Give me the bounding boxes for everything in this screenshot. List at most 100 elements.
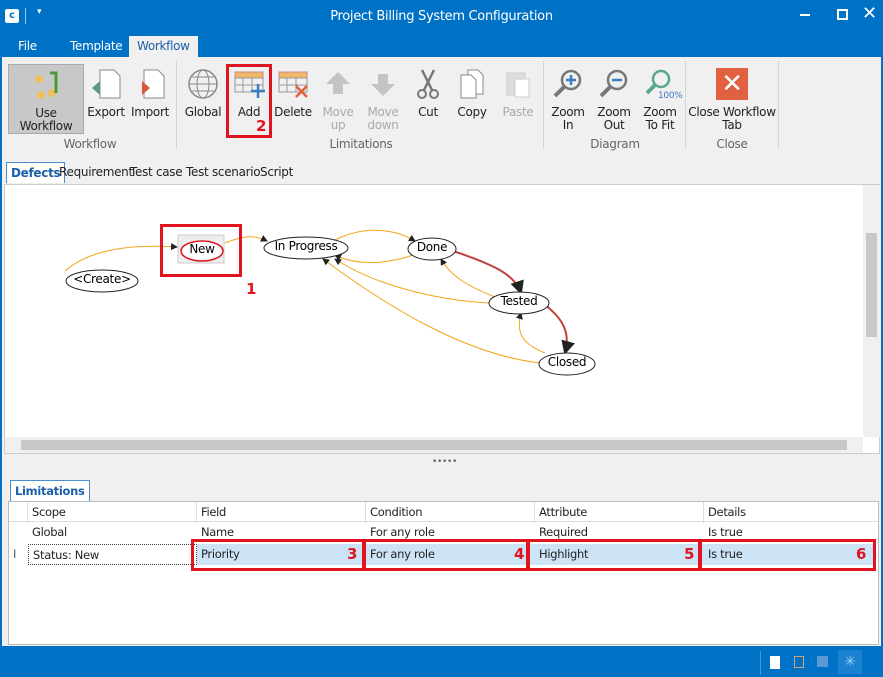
zoom-in-icon (552, 68, 584, 100)
zoom-out-label: Zoom Out (597, 105, 631, 132)
group-label-diagram: Diagram (590, 137, 640, 151)
global-button[interactable]: Global (182, 60, 224, 119)
group-label-limitations: Limitations (329, 137, 393, 151)
node-done[interactable]: Done (416, 240, 448, 254)
menu-tab-file[interactable]: File (18, 39, 37, 53)
annotation-box-2 (226, 64, 272, 138)
node-tested[interactable]: Tested (500, 294, 538, 308)
annotation-box-6 (699, 539, 876, 571)
tab-test-scenario[interactable]: Test scenario (186, 165, 261, 179)
column-header-field[interactable]: Field (197, 502, 366, 523)
add-button[interactable]: Add (228, 60, 270, 119)
cell-condition[interactable]: For any role (370, 525, 435, 539)
column-header-condition[interactable]: Condition (366, 502, 535, 523)
cell-attribute[interactable]: Required (539, 525, 588, 539)
column-header-details[interactable]: Details (708, 505, 746, 519)
move-down-label: Move down (367, 105, 399, 132)
horizontal-scrollbar[interactable] (5, 437, 863, 453)
tab-test-case[interactable]: Test case (130, 165, 183, 179)
move-up-button[interactable]: Move up (318, 60, 358, 132)
zoom-in-button[interactable]: Zoom In (546, 60, 590, 132)
annotation-box-1 (160, 224, 242, 277)
workflow-icon (30, 69, 62, 101)
edge-tested-closed (544, 304, 575, 355)
zoom-fit-icon: 100% (644, 68, 683, 101)
edge-done-tested (452, 250, 524, 295)
paste-label: Paste (502, 105, 534, 119)
window-title: Project Billing System Configuration (330, 9, 553, 24)
column-header-attribute[interactable]: Attribute (535, 502, 704, 523)
edge-closed-inprogress (322, 258, 542, 364)
splitter-handle[interactable]: ••••• (432, 457, 458, 467)
close-workflow-tab-button[interactable]: ✕ Close Workflow Tab (688, 60, 776, 132)
cell-condition[interactable]: For any role (366, 544, 535, 565)
annotation-1: 1 (246, 280, 257, 298)
workflow-diagram[interactable]: <Create> New In Progress Done Tested Clo… (4, 184, 880, 454)
copy-label: Copy (457, 105, 487, 119)
record-status-icon[interactable] (794, 656, 804, 668)
cursor-status-icon[interactable] (770, 656, 780, 669)
maximize-button[interactable] (837, 9, 848, 20)
node-closed[interactable]: Closed (547, 355, 587, 369)
vertical-scrollbar[interactable] (863, 185, 880, 437)
cell-field[interactable]: Priority (197, 544, 366, 565)
app-logo-icon: c (5, 9, 19, 23)
tab-script[interactable]: Script (260, 165, 294, 179)
edge-tested-done (440, 258, 496, 298)
use-workflow-button[interactable]: Use Workflow (8, 64, 84, 134)
zoom-in-label: Zoom In (551, 105, 585, 132)
zoom-out-button[interactable]: Zoom Out (594, 60, 634, 132)
cut-button[interactable]: Cut (408, 60, 448, 119)
global-label: Global (184, 105, 222, 119)
table-row[interactable]: Global Name For any role Required Is tru… (9, 522, 876, 543)
zoom-out-icon (598, 68, 630, 100)
workflow-edges (64, 229, 596, 376)
node-create[interactable]: <Create> (73, 272, 131, 286)
import-icon (134, 68, 166, 100)
node-in-progress[interactable]: In Progress (274, 239, 338, 253)
cell-scope[interactable]: Status: New (28, 544, 197, 565)
cell-scope[interactable]: Global (32, 525, 67, 539)
zoom-to-fit-label: Zoom To Fit (643, 105, 677, 132)
limitations-grid: Scope Field Condition Attribute Details … (8, 501, 879, 645)
cell-details[interactable]: Is true (708, 525, 743, 539)
paste-button[interactable]: Paste (498, 60, 538, 119)
column-header-scope[interactable]: Scope (28, 502, 197, 523)
cut-label: Cut (418, 105, 438, 119)
edge-tested-inprogress (334, 258, 490, 304)
grid-header: Scope Field Condition Attribute Details (9, 502, 878, 523)
tab-requirement[interactable]: Requirement (59, 165, 133, 179)
title-bar: c ▾ Project Billing System Configuration… (0, 0, 883, 33)
cell-field[interactable]: Name (201, 525, 234, 539)
minimize-button[interactable] (800, 14, 810, 16)
cell-details[interactable]: Is true (704, 544, 876, 565)
zoom-to-fit-button[interactable]: 100% Zoom To Fit (638, 60, 683, 132)
delete-row-icon (277, 68, 309, 100)
cell-attribute[interactable]: Highlight (535, 544, 704, 565)
export-button[interactable]: Export (86, 60, 126, 119)
close-red-icon: ✕ (716, 68, 748, 100)
row-cursor-icon: I (13, 547, 17, 561)
group-label-workflow: Workflow (63, 137, 117, 151)
close-window-button[interactable]: ✕ (862, 3, 877, 24)
quick-access-dropdown-icon[interactable]: ▾ (37, 7, 42, 17)
menu-tab-workflow[interactable]: Workflow (129, 36, 198, 57)
tab-defects[interactable]: Defects (6, 162, 66, 183)
copy-button[interactable]: Copy (452, 60, 492, 119)
import-button[interactable]: Import (130, 60, 170, 119)
delete-button[interactable]: Delete (272, 60, 314, 119)
table-row-selected[interactable]: I Status: New Priority For any role High… (9, 544, 876, 565)
add-label: Add (237, 105, 261, 119)
export-label: Export (87, 105, 125, 119)
move-down-button[interactable]: Move down (363, 60, 403, 132)
network-status-icon[interactable]: ✳ (838, 650, 862, 674)
menu-tab-template[interactable]: Template (70, 39, 123, 53)
mail-status-icon[interactable] (817, 656, 828, 667)
edge-new-inprogress (224, 235, 268, 244)
status-bar: ✳ (0, 647, 883, 677)
copy-icon (456, 68, 488, 100)
node-new[interactable]: New (189, 242, 215, 256)
add-row-icon (233, 68, 265, 100)
close-workflow-tab-label: Close Workflow Tab (688, 105, 776, 132)
tab-limitations[interactable]: Limitations (10, 480, 90, 501)
